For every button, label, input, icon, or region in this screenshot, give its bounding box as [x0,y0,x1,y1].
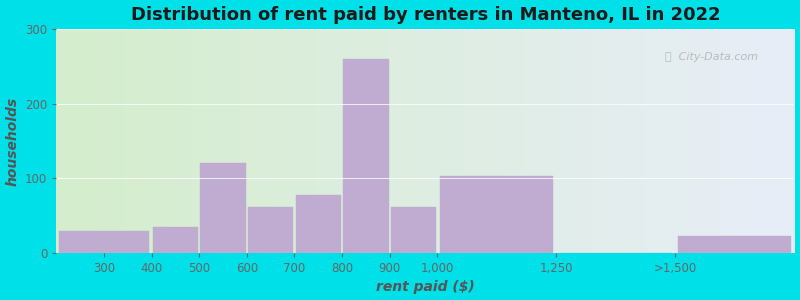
Bar [678,236,791,253]
Text: ⓘ  City-Data.com: ⓘ City-Data.com [666,52,758,61]
Bar [153,227,198,253]
Bar [440,176,554,253]
X-axis label: rent paid ($): rent paid ($) [376,280,474,294]
Bar [58,230,150,253]
Y-axis label: households: households [6,97,19,186]
Bar [201,164,246,253]
Title: Distribution of rent paid by renters in Manteno, IL in 2022: Distribution of rent paid by renters in … [130,6,720,24]
Bar [248,207,294,253]
Bar [296,195,341,253]
Bar [343,59,389,253]
Bar [391,207,436,253]
